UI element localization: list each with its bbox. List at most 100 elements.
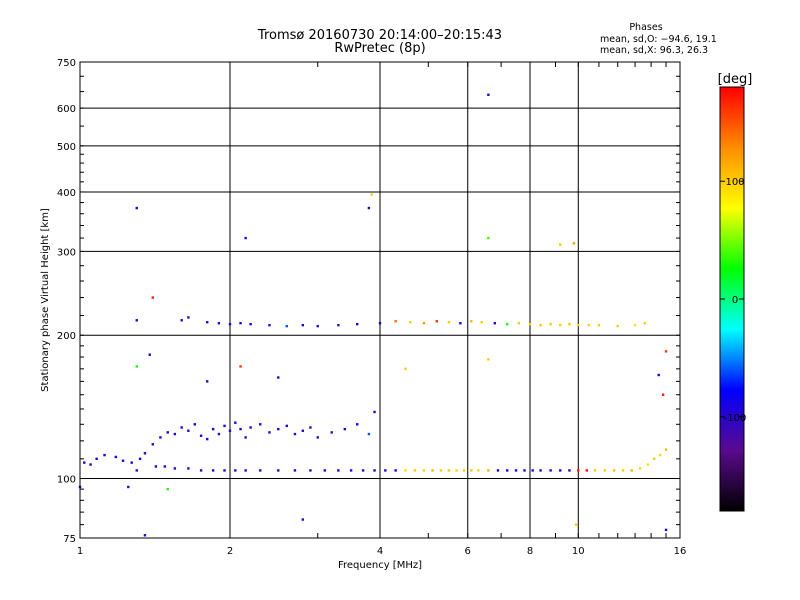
data-point: [657, 373, 660, 377]
data-point: [470, 320, 473, 323]
data-point: [664, 448, 668, 451]
data-point: [330, 431, 333, 434]
data-points: [78, 93, 668, 537]
colorbar-tick-label: 100: [725, 177, 744, 188]
data-point: [277, 376, 280, 379]
data-point: [234, 421, 237, 424]
data-point: [187, 429, 190, 432]
data-point: [404, 367, 407, 371]
data-point: [293, 469, 297, 472]
chart-title: Tromsø 20160730 20:14:00–20:15:43: [257, 28, 502, 43]
data-point: [539, 323, 542, 327]
data-point: [285, 424, 288, 428]
data-point: [480, 321, 483, 324]
data-point: [268, 431, 271, 434]
data-point: [223, 469, 226, 472]
data-point: [373, 469, 376, 472]
y-axis-label: Stationary phase Virtual Height [km]: [40, 208, 51, 392]
data-point: [487, 469, 490, 472]
data-point: [367, 432, 371, 436]
data-point: [612, 469, 616, 472]
data-point: [505, 469, 509, 472]
data-point: [447, 321, 451, 324]
data-point: [367, 206, 371, 210]
data-point: [244, 469, 247, 472]
data-point: [193, 423, 197, 426]
data-point: [259, 469, 262, 472]
data-point: [517, 321, 521, 325]
data-point: [559, 243, 562, 246]
data-point: [664, 350, 668, 353]
data-point: [431, 469, 434, 472]
data-point: [159, 436, 162, 439]
data-point: [355, 322, 359, 326]
data-point: [664, 528, 668, 532]
data-point: [343, 427, 347, 431]
data-point: [103, 453, 106, 457]
data-point: [211, 469, 215, 472]
data-point: [277, 469, 280, 472]
data-point: [309, 426, 312, 429]
data-point: [549, 322, 552, 326]
x-tick-label: 16: [674, 546, 687, 557]
data-point: [462, 469, 466, 472]
data-point: [151, 296, 155, 299]
data-point: [180, 319, 183, 322]
data-point: [643, 321, 647, 325]
data-point: [114, 455, 118, 459]
data-point: [539, 469, 542, 472]
data-point: [277, 427, 280, 431]
data-point: [493, 321, 497, 325]
data-point: [531, 469, 534, 472]
data-point: [355, 423, 359, 426]
data-point: [593, 469, 597, 472]
data-point: [173, 467, 177, 470]
y-tick-label: 300: [57, 247, 76, 258]
data-point: [505, 322, 509, 326]
data-point: [323, 469, 327, 472]
y-tick-label: 750: [57, 58, 76, 69]
data-point: [151, 443, 155, 446]
data-point: [309, 469, 312, 472]
data-point: [127, 485, 130, 489]
data-point: [439, 469, 443, 472]
data-point: [95, 457, 98, 461]
data-point: [413, 469, 417, 472]
data-point: [603, 469, 606, 472]
data-point: [528, 322, 532, 326]
y-tick-label: 400: [57, 188, 76, 199]
data-point: [447, 469, 451, 472]
data-point: [259, 423, 262, 426]
data-point: [244, 436, 247, 439]
data-point: [228, 322, 232, 326]
data-point: [597, 323, 601, 327]
data-point: [166, 431, 169, 434]
data-point: [268, 323, 271, 327]
data-point: [211, 427, 215, 431]
data-point: [487, 236, 490, 240]
data-point: [574, 523, 578, 526]
data-point: [228, 429, 232, 432]
data-point: [587, 323, 591, 327]
data-point: [199, 469, 203, 472]
data-point: [394, 320, 397, 323]
data-point: [135, 319, 138, 322]
data-point: [148, 353, 151, 356]
data-point: [435, 320, 438, 323]
data-point: [349, 469, 353, 472]
x-tick-label: 6: [465, 546, 471, 557]
data-point: [249, 426, 252, 429]
data-point: [373, 410, 376, 414]
data-point: [239, 365, 242, 368]
colorbar-label: [deg]: [718, 72, 753, 87]
data-point: [658, 453, 662, 457]
axis-ticks: [79, 62, 681, 538]
data-point: [455, 469, 458, 472]
data-point: [130, 461, 133, 464]
data-point: [621, 469, 625, 472]
data-point: [470, 469, 473, 472]
data-point: [205, 437, 209, 441]
data-point: [378, 321, 382, 325]
data-point: [422, 321, 426, 325]
